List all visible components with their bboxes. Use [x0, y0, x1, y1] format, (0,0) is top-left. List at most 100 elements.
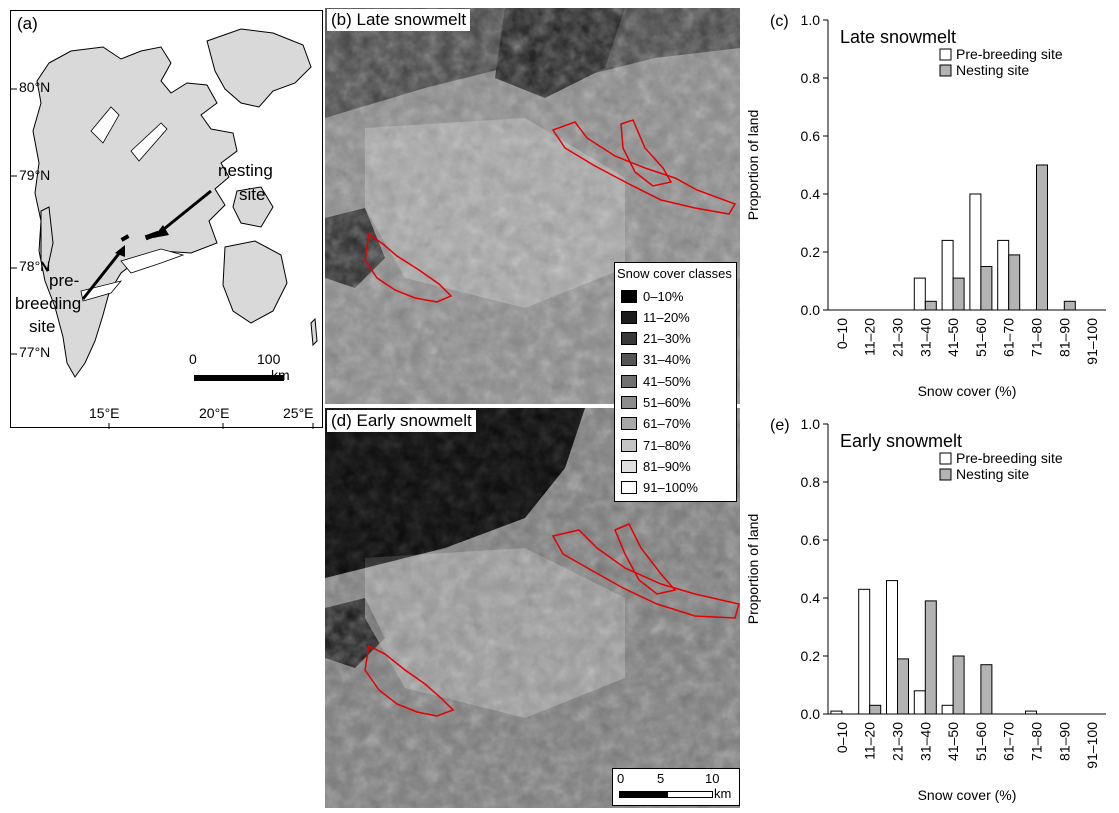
bar	[830, 710, 843, 715]
legend-swatch	[621, 396, 637, 409]
x-tick-label: 21–30	[890, 722, 906, 761]
bar	[858, 588, 871, 715]
panel-a-label: (a)	[17, 14, 38, 33]
legend-row: 41–50%	[621, 372, 691, 390]
bar	[1008, 254, 1021, 311]
bar	[886, 580, 898, 715]
bar	[924, 300, 937, 311]
x-tick-label: 71–80	[1029, 318, 1045, 357]
snow-cover-legend: Snow cover classes 0–10% 11–20% 21–30% 31–4…	[614, 262, 737, 502]
scalebar-d-ten: 10	[705, 771, 720, 786]
legend-label: 0–10%	[643, 288, 684, 304]
bar	[1036, 164, 1048, 311]
panel-label: (c)	[770, 13, 789, 30]
legend-swatch	[621, 353, 637, 367]
y-tick-label: 1.0	[801, 416, 821, 432]
legend-row: 21–30%	[621, 330, 691, 348]
panel-b-label: (b) Late snowmelt	[327, 9, 471, 31]
x-tick-label: 31–40	[917, 722, 933, 761]
lat-label-78: 78°N	[19, 258, 51, 274]
bar	[1025, 710, 1037, 715]
prebreeding-label-2: breeding	[15, 294, 82, 313]
lon-label-15: 15°E	[89, 405, 120, 421]
chart-title: Late snowmelt	[840, 27, 956, 47]
legend-label: 31–40%	[643, 352, 691, 368]
chart-title: Early snowmelt	[840, 431, 962, 451]
bar	[913, 690, 926, 715]
bar	[913, 277, 926, 311]
bar	[969, 193, 982, 311]
y-tick-label: 0.0	[801, 302, 821, 318]
svalbard-map-panel: (a) 80°N 79°N 78°N 77°N 15°E 20°E 25°E n…	[10, 10, 323, 429]
legend-swatch	[939, 64, 952, 77]
x-tick-label: 51–60	[973, 722, 989, 761]
legend-row: 0–10%	[621, 287, 683, 305]
panel-d-label: (d) Early snowmelt	[327, 410, 476, 432]
bar	[924, 600, 937, 715]
bar	[980, 266, 993, 311]
legend-swatch	[621, 332, 637, 346]
bar	[997, 239, 1010, 311]
legend-label: 71–80%	[643, 437, 691, 453]
prince-karl-island	[40, 206, 54, 273]
prebreeding-label-3: site	[29, 317, 56, 336]
x-tick-label: 21–30	[890, 318, 906, 357]
x-tick-label: 91–100	[1084, 318, 1100, 365]
x-tick-label: 81–90	[1056, 318, 1072, 357]
svalbard-map	[11, 28, 318, 429]
y-tick-label: 0.6	[801, 128, 821, 144]
legend-row: 31–40%	[621, 351, 691, 369]
y-tick-label: 0.0	[801, 706, 821, 722]
legend-swatch	[621, 459, 637, 473]
legend-entry: Pre-breeding site	[956, 46, 1063, 62]
legend-row: 91–100%	[621, 479, 698, 497]
legend-label: 21–30%	[643, 331, 691, 347]
x-axis-label: Snow cover (%)	[918, 383, 1017, 399]
bar	[897, 658, 909, 715]
y-tick-label: 0.2	[801, 648, 821, 664]
chart-c: 0.0 0.2 0.4 0.6 0.8 1.0 (c) Proportion of land L…	[740, 0, 1119, 404]
x-tick-label: 11–20	[862, 318, 878, 356]
y-axis-label: Proportion of land	[745, 110, 761, 221]
bar	[1063, 300, 1076, 311]
legend-label: 51–60%	[643, 395, 691, 410]
bar	[952, 277, 965, 311]
y-axis-label: Proportion of land	[745, 514, 761, 625]
legend-label: 91–100%	[643, 480, 698, 496]
scale-unit: km	[271, 367, 290, 383]
bar	[869, 704, 882, 715]
legend-label: 41–50%	[643, 373, 691, 389]
scalebar-d-five: 5	[657, 771, 665, 786]
legend-row: 11–20%	[621, 308, 690, 326]
scalebar-d-zero: 0	[617, 771, 625, 786]
x-tick-label: 91–100	[1084, 722, 1100, 769]
x-tick-label: 11–20	[862, 722, 878, 760]
legend-swatch	[621, 481, 637, 495]
y-tick-label: 0.8	[801, 70, 821, 86]
legend-label: 61–70%	[643, 416, 691, 432]
nesting-label-2: site	[239, 185, 266, 204]
lon-label-25: 25°E	[283, 405, 314, 421]
legend-row: 61–70%	[621, 415, 691, 433]
legend-entry: Nesting site	[956, 62, 1029, 78]
x-axis-label: Snow cover (%)	[918, 787, 1017, 803]
legend-swatch	[621, 310, 637, 324]
legend-title: Snow cover classes	[617, 266, 732, 281]
chart-e-svg: 0.0 0.2 0.4 0.6 0.8 1.0 (e) Proportion of land E…	[745, 416, 1106, 803]
lat-label-77: 77°N	[19, 344, 51, 360]
lat-label-80: 80°N	[19, 79, 51, 95]
chart-c-svg: 0.0 0.2 0.4 0.6 0.8 1.0 (c) Proportion of land L…	[745, 12, 1106, 399]
scale-zero: 0	[189, 351, 197, 367]
bar	[941, 239, 954, 311]
x-tick-label: 51–60	[973, 318, 989, 357]
nordaustlandet-island	[206, 28, 312, 108]
legend-swatch	[621, 438, 637, 452]
x-tick-label: 71–80	[1029, 722, 1045, 761]
spitsbergen-island	[32, 46, 238, 378]
x-tick-label: 41–50	[945, 722, 961, 761]
bar	[941, 704, 954, 715]
x-tick-label: 61–70	[1001, 318, 1017, 357]
x-tick-label: 31–40	[917, 318, 933, 357]
barentsoya-island	[232, 186, 274, 228]
bar	[980, 664, 993, 715]
